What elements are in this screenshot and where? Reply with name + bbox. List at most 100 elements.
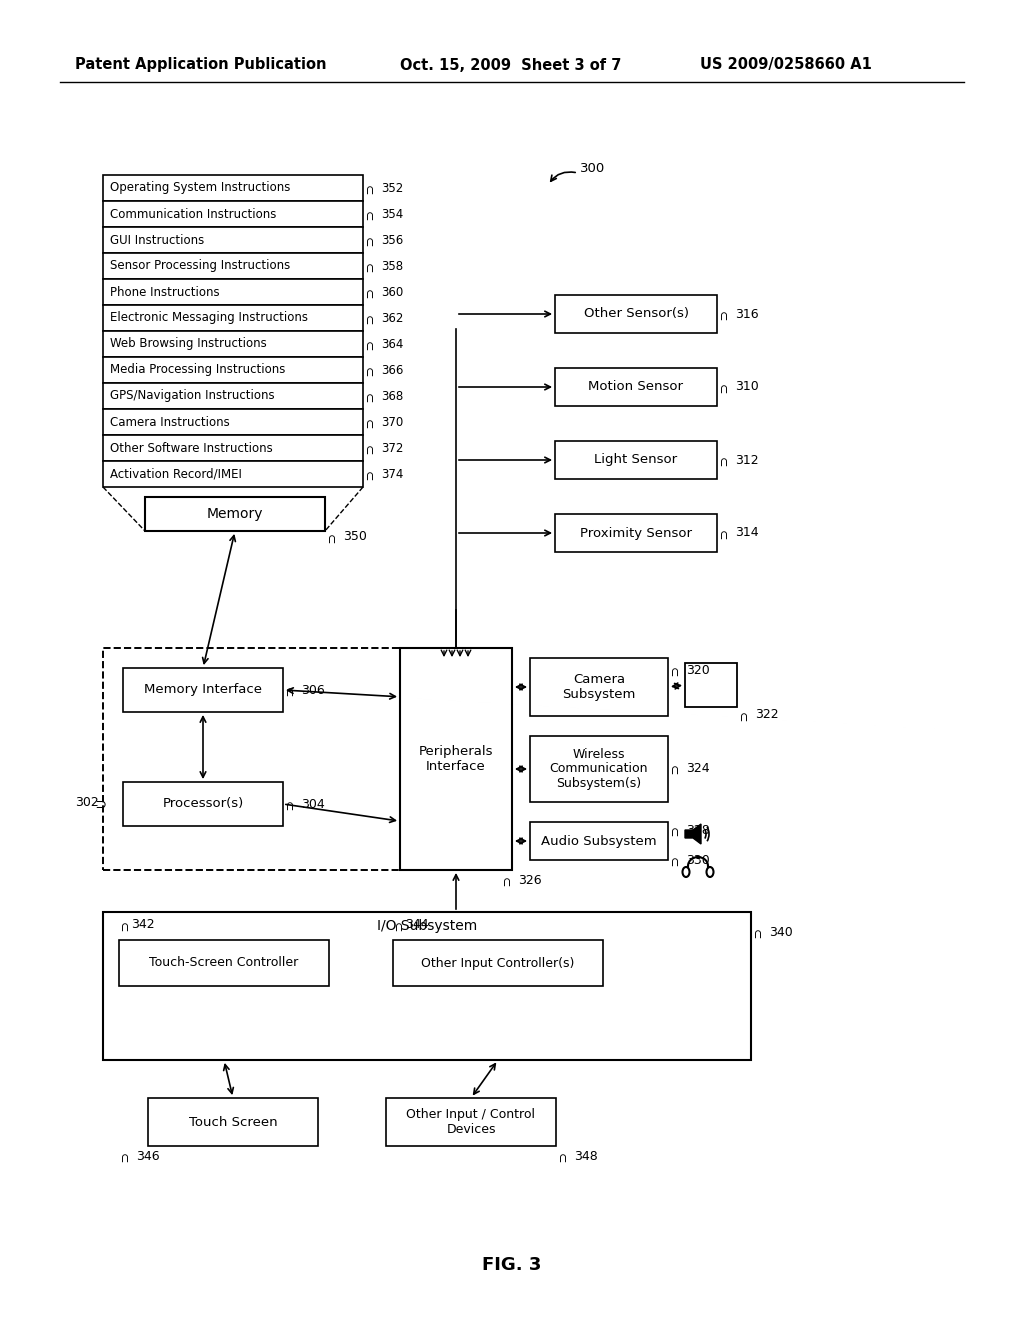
Text: 330: 330 (686, 854, 710, 866)
Text: 364: 364 (381, 338, 403, 351)
Ellipse shape (707, 867, 714, 876)
Text: $\subset$: $\subset$ (362, 389, 376, 403)
Text: $\subset$: $\subset$ (668, 853, 681, 867)
Text: GUI Instructions: GUI Instructions (110, 234, 204, 247)
FancyBboxPatch shape (103, 227, 362, 253)
FancyBboxPatch shape (530, 737, 668, 803)
FancyBboxPatch shape (103, 279, 362, 305)
Text: $\subset$: $\subset$ (283, 684, 296, 697)
FancyBboxPatch shape (103, 176, 362, 201)
Text: Other Sensor(s): Other Sensor(s) (584, 308, 688, 321)
FancyBboxPatch shape (103, 461, 362, 487)
Text: Other Input / Control
Devices: Other Input / Control Devices (407, 1107, 536, 1137)
Text: 326: 326 (518, 874, 542, 887)
Text: 316: 316 (735, 308, 759, 321)
Text: 348: 348 (574, 1150, 598, 1163)
FancyBboxPatch shape (103, 912, 751, 1060)
Text: Memory: Memory (207, 507, 263, 521)
Text: Peripherals
Interface: Peripherals Interface (419, 744, 494, 774)
FancyBboxPatch shape (103, 253, 362, 279)
Text: $\subset$: $\subset$ (751, 925, 764, 939)
Text: 304: 304 (301, 797, 325, 810)
FancyBboxPatch shape (103, 648, 408, 870)
Text: $\subset$: $\subset$ (362, 207, 376, 220)
Text: Camera Instructions: Camera Instructions (110, 416, 229, 429)
Text: $\subset$: $\subset$ (362, 285, 376, 298)
Text: $\subset$: $\subset$ (736, 708, 750, 722)
Text: $\subset$: $\subset$ (717, 308, 729, 321)
FancyBboxPatch shape (145, 498, 325, 531)
FancyBboxPatch shape (530, 822, 668, 861)
Text: Wireless
Communication
Subsystem(s): Wireless Communication Subsystem(s) (550, 747, 648, 791)
Text: 344: 344 (406, 919, 429, 932)
FancyBboxPatch shape (103, 331, 362, 356)
Text: 340: 340 (769, 925, 793, 939)
FancyBboxPatch shape (123, 781, 283, 826)
Text: 328: 328 (686, 824, 710, 837)
Text: 372: 372 (381, 441, 403, 454)
Text: GPS/Navigation Instructions: GPS/Navigation Instructions (110, 389, 274, 403)
Text: $\subset$: $\subset$ (717, 380, 729, 393)
Text: Media Processing Instructions: Media Processing Instructions (110, 363, 286, 376)
FancyBboxPatch shape (530, 657, 668, 715)
Text: Touch-Screen Controller: Touch-Screen Controller (150, 957, 299, 969)
Text: $\subset$: $\subset$ (362, 416, 376, 429)
Text: Motion Sensor: Motion Sensor (589, 380, 683, 393)
FancyBboxPatch shape (103, 436, 362, 461)
Text: Camera
Subsystem: Camera Subsystem (562, 673, 636, 701)
Text: 312: 312 (735, 454, 759, 466)
Text: 374: 374 (381, 467, 403, 480)
Text: 362: 362 (381, 312, 403, 325)
Text: $\subset$: $\subset$ (717, 453, 729, 467)
Text: Other Software Instructions: Other Software Instructions (110, 441, 272, 454)
Text: 360: 360 (381, 285, 403, 298)
Text: 324: 324 (686, 762, 710, 775)
Text: 368: 368 (381, 389, 403, 403)
Text: Light Sensor: Light Sensor (595, 454, 678, 466)
Text: 366: 366 (381, 363, 403, 376)
Text: 322: 322 (755, 709, 778, 722)
Text: Oct. 15, 2009  Sheet 3 of 7: Oct. 15, 2009 Sheet 3 of 7 (400, 58, 622, 73)
Text: Proximity Sensor: Proximity Sensor (580, 527, 692, 540)
Text: $\subset$: $\subset$ (391, 919, 404, 932)
Text: 302: 302 (75, 796, 99, 809)
Text: $\subset$: $\subset$ (668, 824, 681, 837)
Text: $\subset$: $\subset$ (362, 181, 376, 195)
Text: Sensor Processing Instructions: Sensor Processing Instructions (110, 260, 290, 272)
Text: $\subset$: $\subset$ (325, 531, 338, 544)
Text: I/O Subsystem: I/O Subsystem (377, 919, 477, 933)
Text: Web Browsing Instructions: Web Browsing Instructions (110, 338, 266, 351)
FancyBboxPatch shape (123, 668, 283, 711)
Text: 352: 352 (381, 181, 403, 194)
Text: $\subset$: $\subset$ (283, 797, 296, 810)
FancyBboxPatch shape (555, 513, 717, 552)
FancyBboxPatch shape (400, 648, 512, 870)
Text: $\subset$: $\subset$ (362, 467, 376, 480)
Text: $\subset$: $\subset$ (362, 234, 376, 247)
Text: Memory Interface: Memory Interface (144, 684, 262, 697)
Text: $\subset$: $\subset$ (362, 312, 376, 325)
Text: $\subset$: $\subset$ (668, 762, 681, 775)
FancyBboxPatch shape (103, 201, 362, 227)
Text: 300: 300 (580, 161, 605, 174)
Text: $\subset$: $\subset$ (362, 363, 376, 376)
Text: $\subset$: $\subset$ (362, 337, 376, 351)
Text: Audio Subsystem: Audio Subsystem (542, 834, 656, 847)
Text: 314: 314 (735, 527, 759, 540)
Text: 320: 320 (686, 664, 710, 676)
Text: 306: 306 (301, 684, 325, 697)
Text: 354: 354 (381, 207, 403, 220)
FancyBboxPatch shape (555, 294, 717, 333)
FancyBboxPatch shape (103, 356, 362, 383)
Text: 370: 370 (381, 416, 403, 429)
Text: 356: 356 (381, 234, 403, 247)
Text: 310: 310 (735, 380, 759, 393)
FancyBboxPatch shape (555, 441, 717, 479)
FancyBboxPatch shape (685, 663, 737, 708)
Text: 346: 346 (136, 1150, 160, 1163)
Text: $\subset$: $\subset$ (95, 796, 111, 810)
FancyBboxPatch shape (555, 368, 717, 407)
FancyBboxPatch shape (103, 383, 362, 409)
Text: $\subset$: $\subset$ (668, 663, 681, 677)
FancyBboxPatch shape (103, 305, 362, 331)
